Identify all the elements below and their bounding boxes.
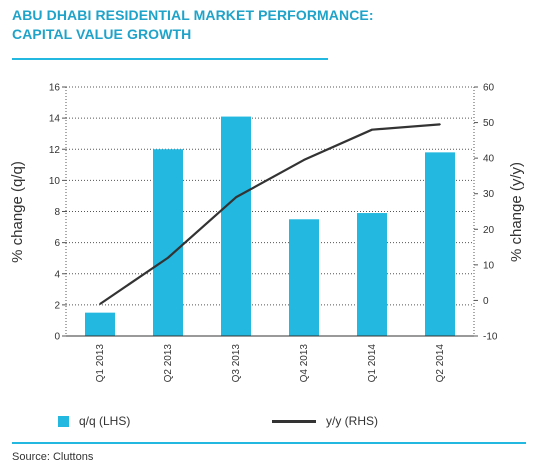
x-tick-label: Q4 2013: [299, 344, 310, 383]
source-note: Source: Cluttons: [12, 451, 94, 463]
right-tick-label: 20: [483, 225, 495, 236]
grid-lines: [66, 86, 474, 337]
left-tick-label: 8: [54, 207, 60, 218]
legend-bar-swatch: [58, 415, 69, 427]
left-tick-label: 12: [49, 145, 61, 156]
chart-title-line2: CAPITAL VALUE GROWTH: [12, 26, 192, 42]
left-tick-label: 4: [54, 269, 60, 280]
chart: 0 2 4 6 8 10 12 14 16 -10 0 10 20 30 40 50 60 Q1 2013 Q2…: [9, 83, 525, 383]
legend: q/q (LHS) y/y (RHS): [58, 414, 538, 436]
legend-bar-label: q/q (LHS): [79, 414, 131, 428]
right-tick-label: 30: [483, 189, 495, 200]
y-axis-left-label: % change (q/q): [9, 161, 26, 263]
chart-title-line1: ABU DHABI RESIDENTIAL MARKET PERFORMANCE…: [12, 7, 374, 23]
line-point: [167, 256, 169, 259]
title-divider: [12, 58, 328, 60]
bar-series: [85, 116, 455, 336]
legend-item-line: y/y (RHS): [272, 414, 378, 428]
left-tick-label: 0: [54, 332, 60, 343]
x-axis-ticks: Q1 2013 Q2 2013 Q3 2013 Q4 2013 Q1 2014 Q2 20…: [95, 344, 446, 383]
left-axis-ticks: 0 2 4 6 8 10 12 14 16: [49, 83, 66, 343]
right-tick-label: 10: [483, 260, 495, 271]
right-tick-label: 60: [483, 83, 495, 94]
x-tick-label: Q2 2013: [163, 344, 174, 383]
left-tick-label: 14: [49, 114, 61, 125]
x-tick-label: Q2 2014: [435, 344, 446, 383]
line-series: [99, 123, 441, 305]
chart-title: ABU DHABI RESIDENTIAL MARKET PERFORMANCE…: [12, 6, 374, 44]
right-tick-label: 50: [483, 118, 495, 129]
bar: [153, 149, 183, 336]
axes: [65, 87, 475, 337]
legend-item-bars: q/q (LHS): [58, 414, 130, 428]
line-point: [439, 123, 441, 126]
left-tick-label: 10: [49, 176, 61, 187]
bar: [357, 213, 387, 336]
line-point: [235, 196, 237, 199]
bottom-divider: [12, 442, 526, 444]
left-tick-label: 6: [54, 238, 60, 249]
legend-line-label: y/y (RHS): [326, 414, 378, 428]
yoy-line: [99, 123, 441, 305]
x-tick-label: Q3 2013: [231, 344, 242, 383]
x-tick-label: Q1 2013: [95, 344, 106, 383]
x-tick-label: Q1 2014: [367, 344, 378, 383]
right-tick-label: 0: [483, 296, 489, 307]
right-tick-label: -10: [483, 332, 498, 343]
bar: [425, 152, 455, 336]
right-tick-label: 40: [483, 154, 495, 165]
bar: [85, 312, 115, 336]
bar: [289, 219, 319, 336]
legend-line-swatch: [272, 419, 316, 423]
y-axis-right-label: % change (y/y): [508, 162, 525, 262]
bar: [221, 116, 251, 336]
line-point: [371, 128, 373, 131]
line-point: [99, 303, 101, 305]
right-axis-ticks: -10 0 10 20 30 40 50 60: [474, 83, 498, 343]
line-point: [303, 159, 305, 161]
left-tick-label: 16: [49, 83, 61, 94]
left-tick-label: 2: [54, 300, 60, 311]
